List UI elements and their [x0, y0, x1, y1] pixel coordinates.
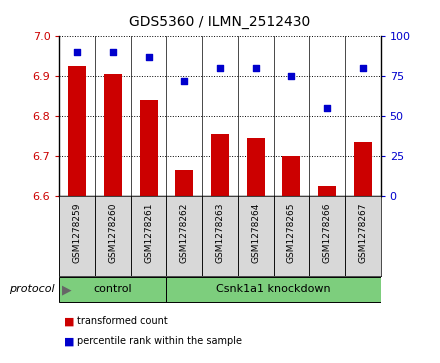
Text: GSM1278265: GSM1278265: [287, 203, 296, 263]
Text: GSM1278266: GSM1278266: [323, 203, 332, 263]
Text: GSM1278262: GSM1278262: [180, 203, 189, 263]
Bar: [354, 142, 372, 196]
Text: GSM1278261: GSM1278261: [144, 203, 153, 263]
Text: ■: ■: [64, 316, 74, 326]
Text: Csnk1a1 knockdown: Csnk1a1 knockdown: [216, 285, 331, 294]
Text: protocol: protocol: [9, 285, 55, 294]
Point: [110, 49, 117, 55]
Point: [359, 65, 366, 71]
Text: percentile rank within the sample: percentile rank within the sample: [77, 336, 242, 346]
Text: transformed count: transformed count: [77, 316, 168, 326]
Bar: [59, 277, 166, 302]
Text: GSM1278264: GSM1278264: [251, 203, 260, 263]
Point: [145, 54, 152, 60]
Point: [252, 65, 259, 71]
Point: [288, 73, 295, 79]
Bar: [166, 277, 381, 302]
Bar: [139, 100, 158, 196]
Text: control: control: [94, 285, 132, 294]
Point: [323, 105, 330, 111]
Text: GDS5360 / ILMN_2512430: GDS5360 / ILMN_2512430: [129, 15, 311, 29]
Text: GSM1278260: GSM1278260: [108, 203, 117, 263]
Text: ▶: ▶: [62, 283, 71, 296]
Bar: [247, 138, 264, 196]
Bar: [211, 134, 229, 196]
Bar: [104, 74, 122, 196]
Bar: [282, 156, 300, 196]
Bar: [68, 66, 86, 196]
Text: ■: ■: [64, 336, 74, 346]
Point: [216, 65, 224, 71]
Text: GSM1278267: GSM1278267: [358, 203, 367, 263]
Point: [74, 49, 81, 55]
Point: [181, 78, 188, 84]
Bar: [318, 186, 336, 196]
Text: GSM1278259: GSM1278259: [73, 203, 82, 263]
Bar: [176, 170, 193, 196]
Text: GSM1278263: GSM1278263: [216, 203, 224, 263]
